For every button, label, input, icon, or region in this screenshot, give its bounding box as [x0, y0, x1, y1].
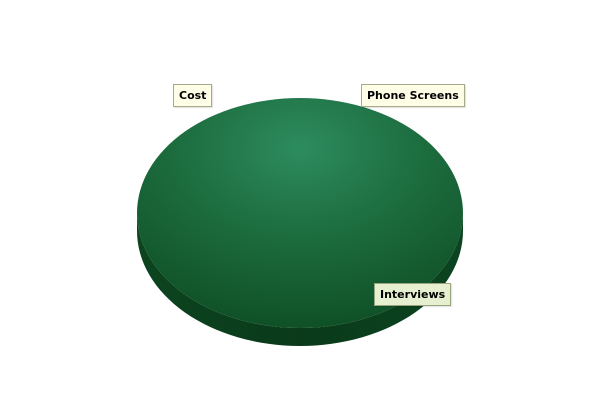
slice-label-cost: Cost [173, 84, 213, 107]
pie-slice-interviews [137, 98, 463, 328]
pie-slices [137, 98, 463, 346]
slice-label-phone-screens: Phone Screens [361, 84, 465, 107]
slice-label-interviews: Interviews [374, 283, 452, 306]
pie-side [137, 213, 463, 346]
